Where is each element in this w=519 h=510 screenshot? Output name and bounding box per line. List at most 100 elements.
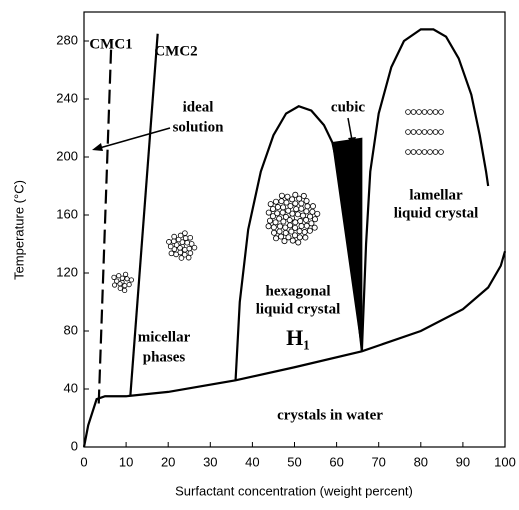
annotation: phases — [143, 349, 186, 365]
micelle-icon — [282, 229, 289, 236]
lamellar-icon — [438, 109, 444, 115]
micelle-icon — [278, 198, 285, 205]
lamellar-icon — [416, 149, 422, 155]
micelle-icon — [171, 233, 177, 240]
micelle-icon — [122, 283, 128, 289]
x-tick-label: 60 — [329, 454, 343, 469]
micelle-icon — [271, 229, 278, 236]
x-tick-label: 40 — [245, 454, 259, 469]
micelle-icon — [276, 228, 283, 235]
micelle-icon — [288, 228, 295, 235]
micelle-icon — [270, 224, 277, 231]
micelle-icon — [278, 233, 285, 240]
lamellar-icon — [432, 109, 439, 115]
x-tick-label: 10 — [119, 454, 133, 469]
annotation: liquid crystal — [256, 301, 341, 317]
micelle-icon — [308, 220, 315, 227]
micelle-icon — [301, 229, 308, 236]
micelle-icon — [266, 217, 273, 224]
micelle-icon — [298, 200, 305, 207]
micelle-icon — [182, 235, 189, 241]
phase-boundary — [97, 40, 113, 404]
micelle-icon — [126, 281, 132, 288]
micelle-icon — [282, 224, 289, 231]
x-tick-label: 30 — [203, 454, 217, 469]
micelle-icon — [281, 238, 288, 245]
micelle-icon — [116, 273, 122, 279]
micelle-icon — [282, 213, 289, 220]
micelle-icon — [283, 199, 290, 206]
micelle-icon — [269, 213, 276, 220]
x-tick-label: 50 — [287, 454, 301, 469]
micelle-icon — [267, 201, 274, 208]
micelle-icon — [292, 224, 299, 231]
lamellar-icon — [421, 129, 428, 135]
micelle-icon — [307, 213, 314, 220]
lamellar-icon — [405, 149, 411, 155]
micelle-icon — [269, 205, 276, 212]
phase-boundary — [129, 33, 159, 397]
annotation: cubic — [331, 99, 366, 115]
lamellar-icon — [427, 129, 433, 135]
micelle-icon — [296, 234, 303, 241]
micelle-icon — [128, 277, 135, 283]
arrow-head — [92, 143, 103, 151]
micelle-icon — [265, 223, 272, 230]
y-tick-label: 200 — [56, 148, 78, 163]
y-tick-label: 160 — [56, 206, 78, 221]
lamellar-icon — [427, 149, 433, 155]
lamellar-icon — [416, 129, 422, 135]
micelle-icon — [167, 243, 174, 250]
lamellar-icon — [410, 109, 417, 115]
arrow — [95, 127, 171, 150]
y-tick-label: 0 — [71, 438, 78, 453]
micelle-icon — [287, 222, 294, 229]
micelle-icon — [280, 218, 287, 225]
x-tick-label: 70 — [371, 454, 385, 469]
x-tick-label: 20 — [161, 454, 175, 469]
micelle-icon — [284, 193, 291, 200]
micelle-icon — [291, 232, 298, 239]
micelle-icon — [302, 234, 309, 241]
x-tick-label: 80 — [414, 454, 428, 469]
annotation: liquid crystal — [394, 205, 479, 221]
y-axis-label: Temperature (°C) — [11, 180, 26, 280]
micelle-icon — [117, 285, 123, 291]
micelle-icon — [111, 282, 118, 288]
micelle-icon — [309, 208, 316, 215]
y-tick-label: 240 — [56, 90, 78, 105]
micelle-icon — [184, 239, 190, 246]
micelle-icon — [273, 235, 280, 242]
annotation: H₁ — [286, 325, 310, 350]
micelle-icon — [182, 230, 188, 236]
y-tick-label: 80 — [64, 322, 78, 337]
micelle-icon — [298, 205, 305, 212]
micelle-icon — [285, 234, 292, 241]
annotation: solution — [173, 119, 225, 135]
x-axis-label: Surfactant concentration (weight percent… — [175, 483, 413, 498]
micelle-icon — [166, 239, 172, 245]
arrow — [347, 117, 353, 141]
micelle-icon — [272, 219, 279, 226]
micelle-icon — [276, 215, 283, 222]
micelle-icon — [265, 209, 272, 216]
micelle-icon — [303, 216, 310, 223]
micelle-icon — [122, 271, 129, 277]
micelle-icon — [274, 210, 281, 217]
micelle-icon — [279, 209, 286, 216]
micelle-icon — [297, 218, 304, 225]
annotation: lamellar — [409, 187, 463, 203]
micelle-icon — [303, 222, 310, 229]
micelle-icon — [309, 203, 316, 210]
lamellar-icon — [421, 149, 428, 155]
lamellar-icon — [410, 129, 417, 135]
micelle-icon — [299, 212, 306, 219]
micelle-icon — [280, 204, 287, 211]
annotation: micellar — [138, 329, 191, 345]
lamellar-icon — [421, 109, 428, 115]
phase-region — [331, 137, 363, 352]
x-tick-label: 90 — [456, 454, 470, 469]
y-tick-label: 40 — [64, 380, 78, 395]
micelle-icon — [294, 211, 301, 218]
annotation: crystals in water — [277, 407, 383, 423]
